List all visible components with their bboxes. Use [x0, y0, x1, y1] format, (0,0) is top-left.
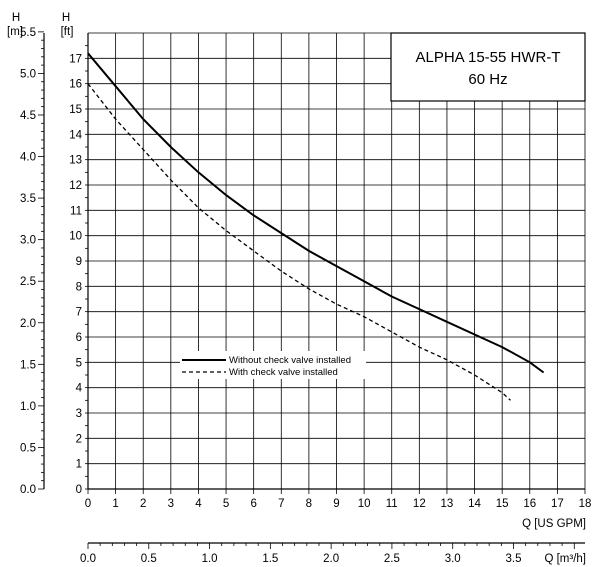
y-tick-label-ft: 7	[76, 307, 82, 319]
y-tick-label-ft: 15	[69, 104, 82, 116]
chart-title: ALPHA 15-55 HWR-T	[415, 49, 560, 66]
legend: Without check valve installed With check…	[180, 351, 366, 379]
y-tick-label-ft: 1	[76, 459, 82, 471]
x-tick-label-gpm: 4	[195, 498, 202, 510]
title-box: ALPHA 15-55 HWR-T 60 Hz	[390, 32, 586, 102]
y-tick-label-ft: 9	[76, 256, 82, 268]
x-tick-label-m3h: 0.5	[141, 553, 157, 565]
y-tick-label-m: 4.0	[20, 152, 36, 164]
y-tick-label-ft: 6	[76, 332, 82, 344]
y-tick-label-ft: 5	[76, 357, 82, 369]
y-axis-ft-label: H	[62, 12, 70, 24]
x-tick-label-gpm: 14	[468, 498, 481, 510]
x-tick-label-m3h: 0.0	[80, 553, 96, 565]
x-tick-label-gpm: 6	[250, 498, 256, 510]
series-line-with-check-valve	[87, 83, 511, 401]
x-tick-label-gpm: 3	[168, 498, 174, 510]
y-tick-label-ft: 11	[70, 205, 82, 217]
x-tick-label-gpm: 0	[85, 498, 91, 510]
y-tick-label-m: 0.5	[20, 442, 36, 454]
x-axis-m3h-label: Q [m³/h]	[544, 553, 586, 565]
y-tick-label-ft: 3	[76, 408, 82, 420]
y-tick-label-m: 3.0	[20, 235, 36, 247]
y-tick-label-ft: 2	[76, 433, 82, 445]
y-tick-label-ft: 17	[69, 53, 82, 65]
y-tick-label-m: 5.0	[20, 68, 36, 80]
y-tick-label-ft: 14	[69, 129, 82, 141]
x-tick-label-m3h: 3.0	[445, 553, 461, 565]
x-tick-label-m3h: 2.0	[323, 553, 339, 565]
x-tick-label-gpm: 2	[140, 498, 146, 510]
x-tick-label-m3h: 1.5	[262, 553, 278, 565]
x-tick-label-gpm: 17	[551, 498, 564, 510]
y-tick-label-ft: 4	[76, 383, 83, 395]
y-tick-label-m: 2.5	[20, 276, 36, 288]
x-tick-label-m3h: 2.5	[384, 553, 400, 565]
x-tick-label-gpm: 10	[358, 498, 371, 510]
x-tick-label-gpm: 18	[579, 498, 592, 510]
legend-label-with-check-valve: With check valve installed	[229, 367, 338, 378]
y-tick-label-ft: 0	[76, 484, 82, 496]
x-tick-label-gpm: 9	[333, 498, 339, 510]
x-tick-label-gpm: 1	[112, 498, 118, 510]
y-tick-label-m: 4.5	[20, 110, 36, 122]
y-tick-label-ft: 16	[69, 79, 82, 91]
y-tick-label-m: 0.0	[20, 484, 36, 496]
y-tick-label-ft: 12	[69, 180, 82, 192]
x-tick-label-gpm: 12	[413, 498, 426, 510]
y-tick-label-m: 1.5	[20, 359, 36, 371]
y-axis-m-unit: [m]	[7, 26, 23, 38]
x-tick-label-gpm: 15	[496, 498, 509, 510]
legend-label-without-check-valve: Without check valve installed	[229, 355, 351, 366]
x-tick-label-m3h: 1.0	[202, 553, 218, 565]
y-axis-ft-unit: [ft]	[61, 26, 74, 38]
y-tick-label-ft: 10	[69, 231, 82, 243]
axes: 012345678910111213141516170.00.51.01.52.…	[20, 27, 591, 565]
legend-background	[180, 351, 366, 379]
y-tick-label-m: 5.5	[20, 27, 36, 39]
y-tick-label-ft: 8	[76, 281, 82, 293]
y-axis-m-label: H	[12, 12, 20, 24]
x-tick-label-gpm: 11	[386, 498, 398, 510]
y-tick-label-m: 2.0	[20, 318, 36, 330]
y-tick-label-ft: 13	[69, 155, 82, 167]
chart-subtitle: 60 Hz	[468, 71, 507, 88]
y-tick-label-m: 1.0	[20, 401, 36, 413]
x-tick-label-gpm: 13	[441, 498, 454, 510]
x-tick-label-gpm: 5	[223, 498, 229, 510]
title-box-frame	[390, 32, 586, 102]
x-axis-gpm-label: Q [US GPM]	[522, 518, 586, 530]
x-tick-label-gpm: 16	[523, 498, 536, 510]
y-tick-label-m: 3.5	[20, 193, 36, 205]
x-tick-label-gpm: 7	[278, 498, 284, 510]
series-line-without-check-valve	[87, 52, 545, 374]
x-tick-label-m3h: 3.5	[505, 553, 521, 565]
series-layer	[87, 52, 545, 401]
x-tick-label-gpm: 8	[306, 498, 312, 510]
